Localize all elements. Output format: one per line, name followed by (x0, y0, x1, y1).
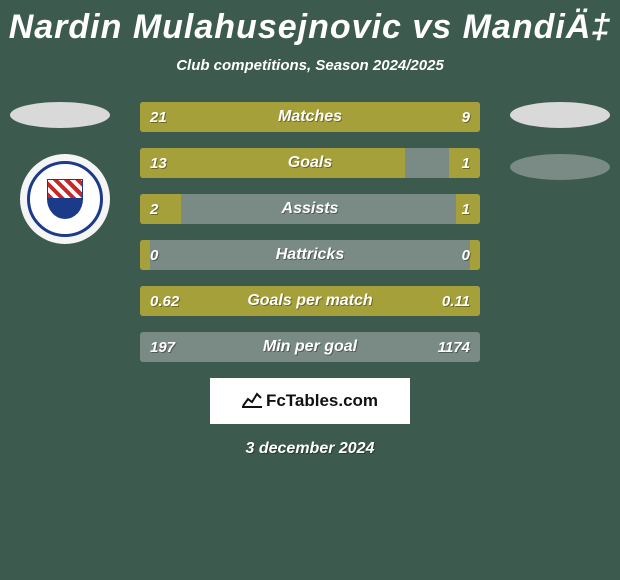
bar-row: Matches219 (140, 102, 480, 132)
bar-label: Min per goal (140, 332, 480, 362)
club-badge-inner (27, 161, 103, 237)
bars-container: Matches219 Goals131 Assists21 Hattricks0 0 Go… (140, 102, 480, 362)
bar-fill-right (449, 148, 480, 178)
bar-fill-left (140, 102, 378, 132)
bar-row: Hattricks0 0 (140, 240, 480, 270)
bar-value-left: 197 (150, 332, 175, 362)
bar-fill-left (140, 286, 480, 316)
bar-value-right: 1174 (438, 332, 470, 362)
bar-row: Assists21 (140, 194, 480, 224)
bar-row: Goals per match0.620.11 (140, 286, 480, 316)
source-logo-text: FcTables.com (266, 391, 378, 411)
bar-fill-right (456, 194, 480, 224)
bar-fill-left (140, 148, 405, 178)
bar-fill-left (140, 194, 181, 224)
comparison-chart: Matches219 Goals131 Assists21 Hattricks0 0 Go… (0, 102, 620, 458)
page-subtitle: Club competitions, Season 2024/2025 (0, 57, 620, 74)
bar-value-left: 0 (150, 240, 158, 270)
player-right-placeholder (510, 102, 610, 128)
source-logo: FcTables.com (210, 378, 410, 424)
bar-row: Goals131 (140, 148, 480, 178)
bar-fill-right (470, 240, 480, 270)
bar-label: Hattricks (140, 240, 480, 270)
bar-fill-left (140, 240, 150, 270)
bar-value-right: 0 (462, 240, 470, 270)
bar-row: Min per goal197 1174 (140, 332, 480, 362)
bar-fill-right (378, 102, 480, 132)
club-badge (20, 154, 110, 244)
player-right-placeholder-2 (510, 154, 610, 180)
bar-label: Assists (140, 194, 480, 224)
date-label: 3 december 2024 (0, 440, 620, 458)
shield-icon (47, 179, 83, 219)
page-title: Nardin Mulahusejnovic vs MandiÄ‡ (0, 0, 620, 47)
chart-icon (242, 392, 262, 411)
player-left-placeholder (10, 102, 110, 128)
